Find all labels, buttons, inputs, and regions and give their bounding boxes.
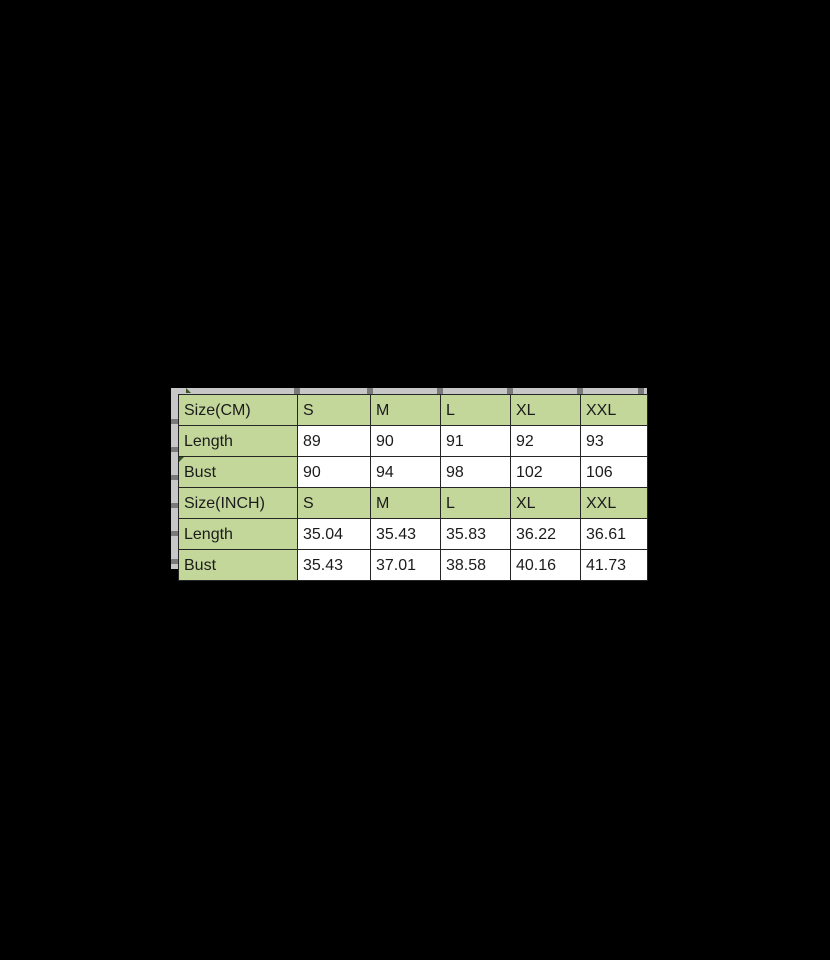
edge-tick <box>638 388 644 394</box>
edge-tick <box>294 388 300 394</box>
edge-tick <box>507 388 513 394</box>
edge-tick <box>171 447 178 452</box>
measurement-value-cell: 36.22 <box>510 518 581 550</box>
measurement-value-cell: 92 <box>510 425 581 457</box>
measurement-value-cell: 93 <box>580 425 648 457</box>
row-label-text: Bust <box>184 464 217 481</box>
table-row-size-inch: Size(INCH) S M L XL XXL <box>178 487 648 519</box>
measurement-value-cell: 106 <box>580 456 648 488</box>
sheet-edge-left <box>171 388 178 569</box>
row-label-cell: Bust <box>178 549 298 581</box>
measurement-value-cell: 35.04 <box>297 518 371 550</box>
measurement-value-cell: 90 <box>297 456 371 488</box>
edge-tick <box>437 388 443 394</box>
edge-tick <box>171 419 178 424</box>
measurement-value-cell: 36.61 <box>580 518 648 550</box>
row-label-cell: Length <box>178 425 298 457</box>
edge-tick <box>171 559 178 564</box>
measurement-value-cell: 94 <box>370 456 441 488</box>
size-chart-table: Size(CM) S M L XL XXL Length 89 90 91 92… <box>178 394 648 581</box>
measurement-value-cell: 40.16 <box>510 549 581 581</box>
size-col-header-cell: XL <box>510 394 581 426</box>
measurement-value-cell: 35.43 <box>297 549 371 581</box>
measurement-value-cell: 35.43 <box>370 518 441 550</box>
size-inch-section-header-cell: Size(INCH) <box>178 487 298 519</box>
size-col-header-cell: L <box>440 394 511 426</box>
measurement-value-cell: 38.58 <box>440 549 511 581</box>
size-col-header-cell: L <box>440 487 511 519</box>
edge-tick <box>171 475 178 480</box>
measurement-value-cell: 102 <box>510 456 581 488</box>
table-row-size-cm: Size(CM) S M L XL XXL <box>178 394 648 426</box>
edge-tick <box>577 388 583 394</box>
row-label-cell: Length <box>178 518 298 550</box>
table-row-length-cm: Length 89 90 91 92 93 <box>178 425 648 457</box>
measurement-value-cell: 91 <box>440 425 511 457</box>
measurement-value-cell: 41.73 <box>580 549 648 581</box>
edge-tick <box>367 388 373 394</box>
excel-indicator-triangle <box>179 457 184 462</box>
sheet-edge-top <box>178 388 647 394</box>
measurement-value-cell: 89 <box>297 425 371 457</box>
row-label-cell: Bust <box>178 456 298 488</box>
size-col-header-cell: XL <box>510 487 581 519</box>
excel-indicator-triangle <box>186 388 191 393</box>
size-cm-section-header-cell: Size(CM) <box>178 394 298 426</box>
size-col-header-cell: S <box>297 394 371 426</box>
table-row-bust-cm: Bust 90 94 98 102 106 <box>178 456 648 488</box>
size-col-header-cell: S <box>297 487 371 519</box>
measurement-value-cell: 98 <box>440 456 511 488</box>
size-col-header-cell: XXL <box>580 394 648 426</box>
table-row-length-inch: Length 35.04 35.43 35.83 36.22 36.61 <box>178 518 648 550</box>
edge-tick <box>171 503 178 508</box>
table-row-bust-inch: Bust 35.43 37.01 38.58 40.16 41.73 <box>178 549 648 581</box>
edge-tick <box>171 531 178 536</box>
size-chart-screenshot: Size(CM) S M L XL XXL Length 89 90 91 92… <box>171 388 651 581</box>
size-col-header-cell: M <box>370 487 441 519</box>
size-col-header-cell: XXL <box>580 487 648 519</box>
measurement-value-cell: 37.01 <box>370 549 441 581</box>
size-col-header-cell: M <box>370 394 441 426</box>
measurement-value-cell: 90 <box>370 425 441 457</box>
measurement-value-cell: 35.83 <box>440 518 511 550</box>
